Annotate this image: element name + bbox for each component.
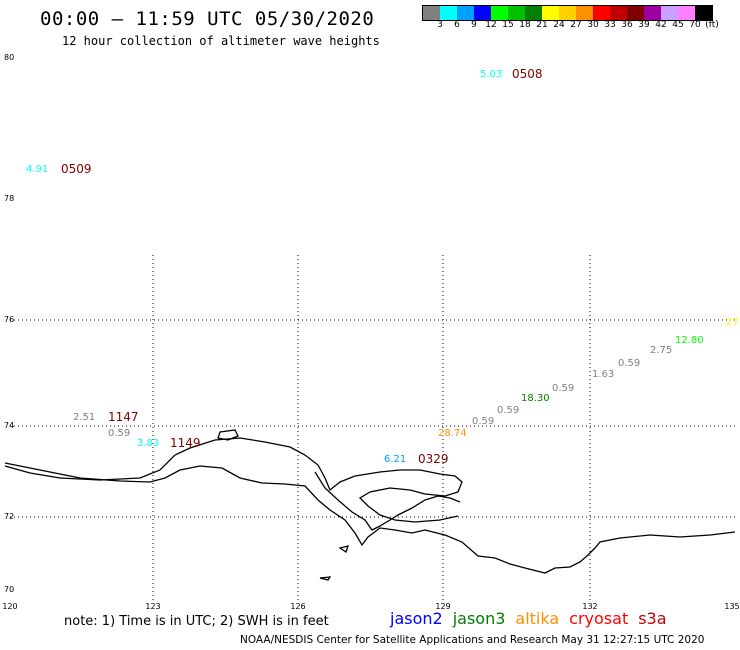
lat-label: 70 xyxy=(4,585,14,594)
obs-time: 0508 xyxy=(512,67,543,81)
footer-note: note: 1) Time is in UTC; 2) SWH is in fe… xyxy=(64,614,329,629)
credit-line: NOAA/NESDIS Center for Satellite Applica… xyxy=(240,634,705,646)
legend-cryosat: cryosat xyxy=(569,609,629,628)
lat-label: 76 xyxy=(4,315,14,324)
colorbar-swatch xyxy=(508,6,525,20)
colorbar-swatch xyxy=(491,6,508,20)
obs-time: 0509 xyxy=(61,162,92,176)
obs-value: 28.74 xyxy=(438,428,467,439)
colorbar-swatch xyxy=(474,6,491,20)
obs-value: 1.63 xyxy=(592,369,614,380)
coastline-islet xyxy=(319,576,332,581)
colorbar-swatch xyxy=(644,6,661,20)
colorbar-swatch xyxy=(525,6,542,20)
colorbar-label: 30 xyxy=(587,20,599,30)
obs-value: 4.91 xyxy=(26,164,48,175)
colorbar-swatch xyxy=(695,6,712,20)
colorbar-label: 3 xyxy=(437,20,443,30)
lon-axis-labels: 120 123 126 129 132 135 xyxy=(2,602,739,611)
coastline xyxy=(4,429,736,581)
lat-label: 78 xyxy=(4,194,14,203)
lon-label: 120 xyxy=(2,602,17,611)
colorbar-swatch xyxy=(440,6,457,20)
colorbar-label: 21 xyxy=(536,20,548,30)
coastline-mainland xyxy=(4,462,736,574)
obs-time: 1149 xyxy=(170,436,201,450)
obs-time: 1147 xyxy=(108,410,139,424)
satellite-legend: jason2 jason3 altika cryosat s3a xyxy=(390,609,677,628)
colorbar-swatch xyxy=(610,6,627,20)
legend-s3a: s3a xyxy=(638,609,667,628)
colorbar-swatch xyxy=(678,6,695,20)
map-title: 00:00 – 11:59 UTC 05/30/2020 xyxy=(40,8,375,30)
coastline-bay xyxy=(217,429,239,441)
lat-axis-labels: 80 78 76 74 72 70 xyxy=(4,53,14,594)
obs-value: 0.59 xyxy=(497,405,519,416)
coastline-islet xyxy=(338,545,349,554)
obs-value: 5.03 xyxy=(480,69,502,80)
colorbar-swatch xyxy=(423,6,440,20)
colorbar xyxy=(422,5,713,21)
legend-jason3: jason3 xyxy=(452,609,506,628)
coastline-delta xyxy=(314,471,461,531)
legend-jason2: jason2 xyxy=(390,609,443,628)
colorbar-swatch xyxy=(559,6,576,20)
lat-label: 80 xyxy=(4,53,14,62)
obs-value: 0.59 xyxy=(618,358,640,369)
colorbar-swatch xyxy=(661,6,678,20)
obs-value: 2.51 xyxy=(73,412,95,423)
obs-value: 12.80 xyxy=(675,335,704,346)
lat-label: 74 xyxy=(4,421,14,430)
gridlines xyxy=(10,255,735,600)
lon-label: 129 xyxy=(435,602,450,611)
obs-time: 0329 xyxy=(418,452,449,466)
colorbar-swatch xyxy=(627,6,644,20)
colorbar-label: 6 xyxy=(454,20,460,30)
obs-value: 3.83 xyxy=(137,438,159,449)
obs-value: 18.30 xyxy=(521,393,550,404)
colorbar-label: 24 xyxy=(553,20,565,30)
obs-value: 0.59 xyxy=(108,428,130,439)
lon-label: 132 xyxy=(582,602,597,611)
colorbar-label: 9 xyxy=(471,20,477,30)
obs-value: 0.59 xyxy=(552,383,574,394)
colorbar-label: 36 xyxy=(621,20,633,30)
colorbar-label: 45 xyxy=(672,20,684,30)
obs-value: 0.59 xyxy=(472,416,494,427)
colorbar-label: (ft) xyxy=(705,20,719,30)
colorbar-swatch xyxy=(542,6,559,20)
map-subtitle: 12 hour collection of altimeter wave hei… xyxy=(62,34,380,48)
colorbar-label: 33 xyxy=(604,20,616,30)
colorbar-swatch xyxy=(457,6,474,20)
colorbar-label: 70 xyxy=(689,20,701,30)
coastline-peninsula xyxy=(4,437,463,523)
lon-label: 126 xyxy=(290,602,305,611)
lon-label: 135 xyxy=(724,602,739,611)
obs-value: 6.21 xyxy=(384,454,406,465)
obs-value: 27 xyxy=(726,317,739,328)
colorbar-swatch xyxy=(593,6,610,20)
colorbar-label: 18 xyxy=(519,20,531,30)
lat-label: 72 xyxy=(4,512,14,521)
colorbar-swatch xyxy=(576,6,593,20)
lon-label: 123 xyxy=(145,602,160,611)
legend-altika: altika xyxy=(515,609,560,628)
observations: 5.03 0508 4.91 0509 2.51 1147 0.59 3.83 … xyxy=(26,67,739,466)
obs-value: 2.75 xyxy=(650,345,672,356)
colorbar-label: 27 xyxy=(570,20,582,30)
colorbar-label: 12 xyxy=(485,20,497,30)
colorbar-label: 39 xyxy=(638,20,650,30)
colorbar-label: 42 xyxy=(655,20,667,30)
colorbar-label: 15 xyxy=(502,20,514,30)
